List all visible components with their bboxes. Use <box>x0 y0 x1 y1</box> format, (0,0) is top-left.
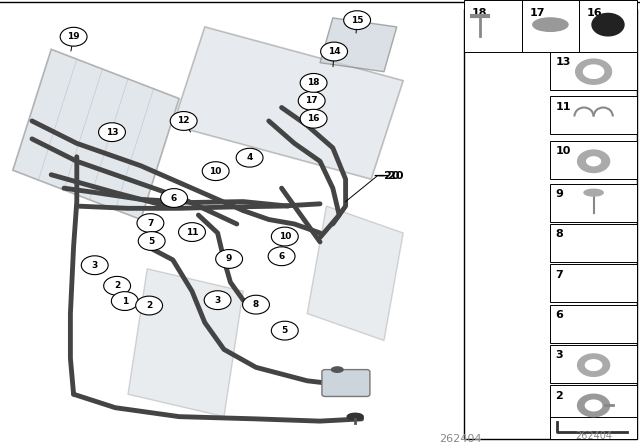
FancyBboxPatch shape <box>322 370 370 396</box>
FancyBboxPatch shape <box>550 52 637 90</box>
Text: 18: 18 <box>472 8 487 18</box>
FancyBboxPatch shape <box>550 141 637 179</box>
Text: 4: 4 <box>246 153 253 162</box>
Text: 18: 18 <box>307 78 320 87</box>
Text: 5: 5 <box>282 326 288 335</box>
Circle shape <box>137 214 164 233</box>
Circle shape <box>321 42 348 61</box>
Circle shape <box>104 276 131 295</box>
Text: 8: 8 <box>556 229 563 239</box>
Circle shape <box>271 321 298 340</box>
Text: 17: 17 <box>305 96 318 105</box>
Text: 15: 15 <box>351 16 364 25</box>
Text: 17: 17 <box>529 8 545 18</box>
FancyBboxPatch shape <box>464 0 522 52</box>
Text: 7: 7 <box>147 219 154 228</box>
Polygon shape <box>320 18 397 72</box>
Circle shape <box>99 123 125 142</box>
Text: 6: 6 <box>278 252 285 261</box>
Circle shape <box>271 227 298 246</box>
Circle shape <box>170 112 197 130</box>
FancyBboxPatch shape <box>550 305 637 343</box>
Polygon shape <box>128 269 243 417</box>
Text: 10: 10 <box>209 167 222 176</box>
FancyBboxPatch shape <box>550 345 637 383</box>
Text: 13: 13 <box>106 128 118 137</box>
Circle shape <box>300 109 327 128</box>
Circle shape <box>202 162 229 181</box>
Polygon shape <box>13 49 179 220</box>
Text: 3: 3 <box>214 296 221 305</box>
Ellipse shape <box>332 367 343 372</box>
Text: —20: —20 <box>374 171 400 181</box>
Polygon shape <box>173 27 403 179</box>
Circle shape <box>243 295 269 314</box>
Text: 1: 1 <box>122 297 128 306</box>
Circle shape <box>236 148 263 167</box>
Circle shape <box>179 223 205 241</box>
Text: 262404: 262404 <box>440 434 482 444</box>
Circle shape <box>216 250 243 268</box>
Text: 262404: 262404 <box>575 431 612 441</box>
Circle shape <box>60 27 87 46</box>
Text: 9: 9 <box>226 254 232 263</box>
Text: 6: 6 <box>171 194 177 202</box>
Circle shape <box>204 291 231 310</box>
Text: 10: 10 <box>556 146 571 156</box>
FancyBboxPatch shape <box>550 184 637 222</box>
FancyBboxPatch shape <box>550 417 637 439</box>
Text: 8: 8 <box>253 300 259 309</box>
Ellipse shape <box>532 18 568 31</box>
FancyBboxPatch shape <box>579 0 637 52</box>
Ellipse shape <box>584 189 604 196</box>
Text: 13: 13 <box>556 57 571 67</box>
Text: 10: 10 <box>278 232 291 241</box>
Text: 19: 19 <box>67 32 80 41</box>
Circle shape <box>136 296 163 315</box>
Text: 3: 3 <box>556 350 563 360</box>
FancyBboxPatch shape <box>550 385 637 423</box>
Circle shape <box>300 73 327 92</box>
FancyBboxPatch shape <box>550 224 637 262</box>
Text: 16: 16 <box>307 114 320 123</box>
Circle shape <box>161 189 188 207</box>
Text: 2: 2 <box>146 301 152 310</box>
FancyBboxPatch shape <box>464 9 637 439</box>
Circle shape <box>268 247 295 266</box>
Text: 7: 7 <box>556 270 563 280</box>
Text: 11: 11 <box>186 228 198 237</box>
Circle shape <box>344 11 371 30</box>
Text: 2: 2 <box>114 281 120 290</box>
Circle shape <box>111 292 138 310</box>
Text: 2: 2 <box>556 391 563 401</box>
Circle shape <box>138 232 165 250</box>
Ellipse shape <box>348 413 364 420</box>
Text: 11: 11 <box>556 102 571 112</box>
Circle shape <box>81 256 108 275</box>
Circle shape <box>298 91 325 110</box>
Text: 3: 3 <box>92 261 98 270</box>
Text: 6: 6 <box>556 310 563 320</box>
Text: 5: 5 <box>148 237 155 246</box>
Text: 14: 14 <box>328 47 340 56</box>
FancyBboxPatch shape <box>550 264 637 302</box>
FancyBboxPatch shape <box>550 96 637 134</box>
Text: 16: 16 <box>587 8 602 18</box>
Polygon shape <box>307 206 403 340</box>
Text: —20: —20 <box>378 171 404 181</box>
FancyBboxPatch shape <box>522 0 579 52</box>
Circle shape <box>592 13 624 36</box>
Text: 12: 12 <box>177 116 190 125</box>
Text: 9: 9 <box>556 189 563 199</box>
